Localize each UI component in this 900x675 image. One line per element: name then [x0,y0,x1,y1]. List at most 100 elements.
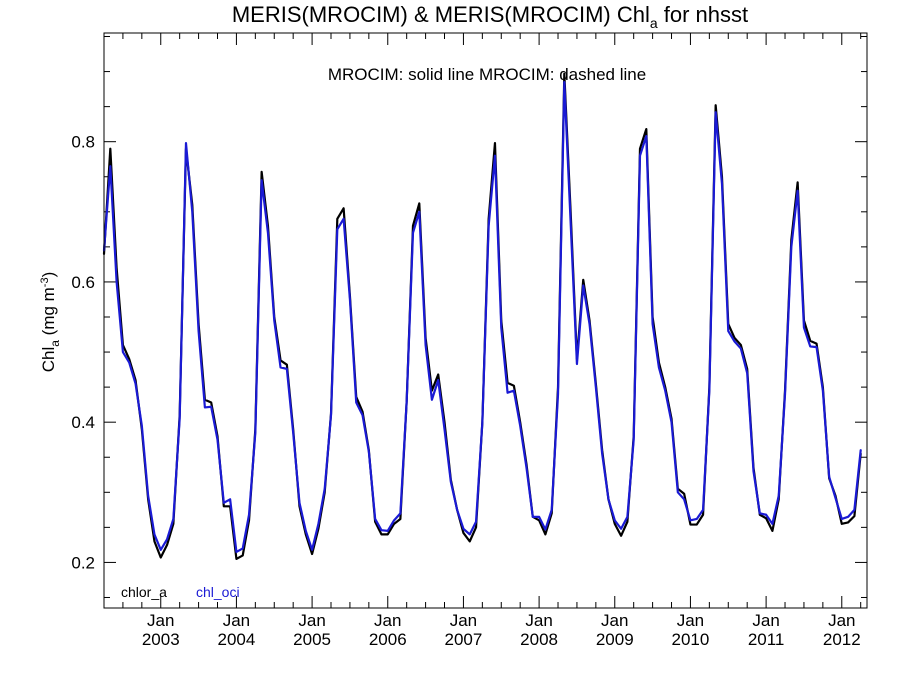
data-point-chl-oci [715,111,717,113]
data-point-chl-oci [153,533,156,535]
data-point-chl-oci [343,218,345,220]
data-point-chlor-a [639,148,641,150]
data-point-chlor-a [797,181,799,183]
data-point-chlor-a [841,523,843,525]
y-axis-label-superscript: -3 [39,277,51,287]
data-point-chlor-a [765,517,767,519]
data-point-chl-oci [456,509,458,511]
data-point-chl-oci [702,509,704,511]
plot-frame [103,32,868,609]
x-tick-label-month: Jan [525,611,552,630]
chart-title-tail: for nhsst [658,2,748,27]
data-point-chl-oci [242,547,244,550]
data-point-chl-oci [393,519,395,521]
data-point-chl-oci [658,366,660,369]
data-point-chl-oci [172,518,174,520]
data-point-chlor-a [380,533,383,535]
y-axis-label-main: Chl [39,347,58,373]
x-tick-label-month: Jan [828,611,855,630]
data-point-chl-oci [708,390,710,392]
data-point-chl-oci [544,528,547,531]
data-point-chlor-a [696,523,698,526]
data-point-chl-oci [759,512,761,514]
x-tick-label-month: Jan [752,611,779,630]
data-point-chl-oci [557,393,559,395]
y-axis-label-close: ) [39,272,58,278]
y-axis-label: Chla (mg m-3) [39,272,62,373]
data-point-chl-oci [134,383,137,385]
legend: chlor_a chl_oci [121,584,240,600]
data-point-chlor-a [160,556,162,559]
data-point-chl-oci [513,390,515,392]
data-point-chl-oci [406,400,408,402]
data-point-chl-oci [443,428,446,430]
y-tick-label: 0.4 [71,413,95,432]
data-point-chl-oci [469,533,471,535]
data-point-chl-oci [790,246,792,248]
x-tick-label-year: 2009 [596,630,634,649]
data-point-chl-oci [696,518,698,520]
data-point-chlor-a [235,558,238,560]
data-point-chl-oci [380,529,383,531]
data-point-chlor-a [853,515,855,517]
x-tick-label-month: Jan [223,611,250,630]
data-point-chl-oci [733,340,736,343]
data-point-chlor-a [336,218,338,220]
data-point-chl-oci [538,516,540,518]
data-point-chl-oci [494,155,496,157]
data-point-chl-oci [425,344,427,346]
data-point-chl-oci [368,451,370,453]
data-point-chl-oci [828,476,830,478]
data-point-chl-oci [418,211,420,213]
data-point-chl-oci [311,549,313,551]
data-point-chl-oci [626,516,628,518]
data-point-chl-oci [620,528,622,530]
data-point-chl-oci [273,319,275,322]
data-point-chl-oci [330,414,332,416]
data-point-chl-oci [778,495,780,497]
data-point-chlor-a [715,104,717,106]
data-point-chl-oci [216,439,219,441]
data-point-chl-oci [191,211,193,213]
data-point-chl-oci [771,523,774,525]
data-point-chl-oci [727,330,729,332]
data-point-chl-oci [841,518,843,520]
x-tick-label-month: Jan [450,611,477,630]
data-point-chl-oci [809,345,811,348]
chart-title: MERIS(MROCIM) & MERIS(MROCIM) Chla for n… [232,2,748,31]
data-point-chlor-a [494,142,496,144]
data-point-chlor-a [645,128,647,130]
data-point-chl-oci [847,516,849,518]
data-point-chl-oci [229,498,231,500]
x-tick-label-year: 2012 [823,630,861,649]
x-tick-label-month: Jan [601,611,628,630]
x-tick-label-year: 2008 [520,630,558,649]
data-point-chl-oci [235,551,238,553]
data-point-chl-oci [147,495,149,497]
data-point-chlor-a [109,148,111,150]
data-point-chlor-a [740,344,742,346]
data-point-chl-oci [412,232,414,234]
legend-item-chl-oci: chl_oci [196,584,240,600]
data-point-chlor-a [469,540,471,542]
data-point-chl-oci [797,190,799,192]
data-point-chl-oci [563,81,565,83]
data-series [102,72,862,561]
y-tick-label: 0.8 [71,133,95,152]
tick-labels: 0.20.40.60.8Jan2003Jan2004Jan2005Jan2006… [71,133,860,649]
data-point-chlor-a [563,73,565,75]
data-point-chl-oci [740,347,742,350]
data-point-chlor-a [223,505,225,507]
data-point-chlor-a [683,493,685,495]
data-point-chl-oci [204,406,206,409]
data-point-chlor-a [538,519,540,521]
data-point-chlor-a [544,533,547,535]
x-tick-label-year: 2007 [445,630,483,649]
data-point-chl-oci [210,406,212,408]
x-tick-label-month: Jan [677,611,704,630]
data-point-chl-oci [185,142,187,144]
data-point-chl-oci [576,363,578,365]
y-axis-label-subscript: a [48,340,62,347]
data-point-chl-oci [721,183,723,185]
